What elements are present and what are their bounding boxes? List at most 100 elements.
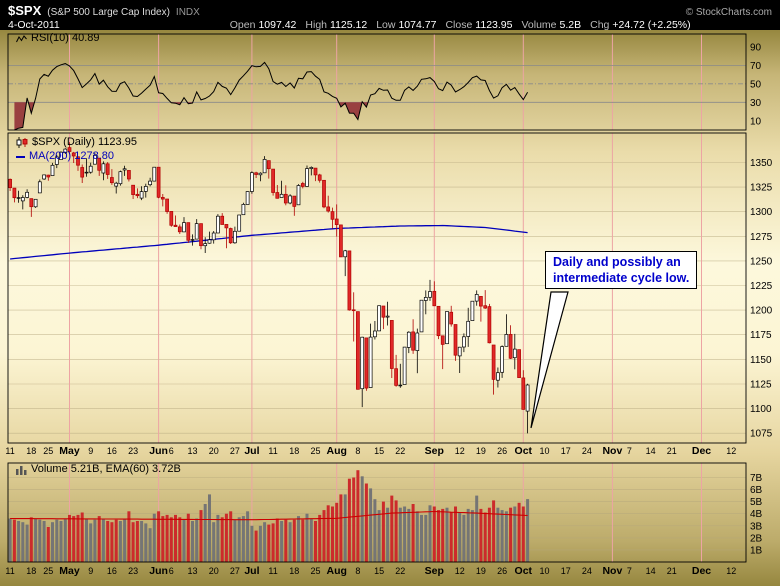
svg-text:Nov: Nov xyxy=(602,445,622,457)
svg-text:1350: 1350 xyxy=(750,158,773,169)
price-label: $SPX (Daily) 1123.95 xyxy=(16,137,137,148)
svg-text:Aug: Aug xyxy=(326,565,346,577)
svg-text:1075: 1075 xyxy=(750,429,773,440)
svg-text:12: 12 xyxy=(455,446,465,456)
chart-canvas: 9070503010135013251300127512501225120011… xyxy=(5,33,773,577)
svg-text:16: 16 xyxy=(107,446,117,456)
svg-text:22: 22 xyxy=(395,446,405,456)
rsi-icon xyxy=(16,34,27,42)
svg-text:9: 9 xyxy=(88,446,93,456)
svg-text:90: 90 xyxy=(750,42,762,53)
svg-text:22: 22 xyxy=(395,566,405,576)
svg-text:1B: 1B xyxy=(750,545,763,556)
svg-text:21: 21 xyxy=(667,446,677,456)
svg-text:May: May xyxy=(59,445,80,457)
price-panel: 1350 1325 1300 1275 1250 1225 1200 1175 1150 1125… xyxy=(7,132,773,444)
svg-text:3B: 3B xyxy=(750,521,763,532)
rsi-panel: 90 70 50 30 10 xyxy=(7,33,762,131)
svg-text:20: 20 xyxy=(209,446,219,456)
svg-text:1300: 1300 xyxy=(750,207,773,218)
svg-text:25: 25 xyxy=(43,566,53,576)
svg-text:Dec: Dec xyxy=(692,565,711,577)
svg-text:17: 17 xyxy=(561,446,571,456)
svg-text:1250: 1250 xyxy=(750,256,773,267)
svg-text:6: 6 xyxy=(169,566,174,576)
svg-text:1125: 1125 xyxy=(750,379,772,390)
ma-line-swatch xyxy=(16,155,25,158)
svg-text:5B: 5B xyxy=(750,497,763,508)
annotation-callout: Daily and possibly an intermediate cycle… xyxy=(545,251,698,289)
svg-text:25: 25 xyxy=(310,446,320,456)
svg-text:7B: 7B xyxy=(750,473,763,484)
quote-open: Open 1097.42 xyxy=(229,19,297,31)
chart-date: 4-Oct-2011 xyxy=(8,19,60,31)
svg-text:11: 11 xyxy=(268,446,277,456)
rsi-label: RSI(10) 40.89 xyxy=(16,33,99,44)
volume-label-text: Volume 5.21B, EMA(60) 3.72B xyxy=(31,463,181,475)
svg-text:70: 70 xyxy=(750,61,762,72)
svg-text:1150: 1150 xyxy=(750,355,772,366)
annotation-arrow xyxy=(530,291,569,429)
svg-text:25: 25 xyxy=(310,566,320,576)
svg-text:26: 26 xyxy=(497,446,507,456)
svg-text:18: 18 xyxy=(289,566,299,576)
svg-text:1325: 1325 xyxy=(750,183,773,194)
rsi-label-text: RSI(10) 40.89 xyxy=(31,32,100,44)
exchange-label: INDX xyxy=(175,7,200,18)
svg-text:17: 17 xyxy=(561,566,571,576)
svg-text:18: 18 xyxy=(26,566,36,576)
chart-background xyxy=(0,30,780,586)
svg-text:7: 7 xyxy=(627,446,632,456)
svg-text:13: 13 xyxy=(187,446,197,456)
svg-text:6: 6 xyxy=(169,446,174,456)
svg-text:18: 18 xyxy=(26,446,36,456)
svg-text:6B: 6B xyxy=(750,485,763,496)
quote-chg: Chg +24.72 (+2.25%) xyxy=(590,19,691,31)
svg-text:1225: 1225 xyxy=(750,281,773,292)
svg-text:10: 10 xyxy=(539,446,549,456)
svg-text:12: 12 xyxy=(726,446,736,456)
svg-text:9: 9 xyxy=(88,566,93,576)
svg-text:Jul: Jul xyxy=(244,565,259,577)
svg-text:27: 27 xyxy=(230,566,240,576)
annotation-line2: intermediate cycle low. xyxy=(553,271,690,285)
svg-text:21: 21 xyxy=(667,566,677,576)
symbol: $SPX xyxy=(8,3,42,18)
svg-text:11: 11 xyxy=(5,446,14,456)
svg-text:24: 24 xyxy=(582,446,592,456)
svg-text:23: 23 xyxy=(128,446,138,456)
svg-text:Jul: Jul xyxy=(244,445,259,457)
annotation-line1: Daily and possibly an xyxy=(553,255,681,269)
svg-text:May: May xyxy=(59,565,80,577)
price-label-text: $SPX (Daily) 1123.95 xyxy=(32,136,137,148)
svg-text:4B: 4B xyxy=(750,509,763,520)
svg-text:13: 13 xyxy=(187,566,197,576)
svg-text:12: 12 xyxy=(455,566,465,576)
volume-label: Volume 5.21B, EMA(60) 3.72B xyxy=(16,464,181,475)
svg-text:10: 10 xyxy=(750,116,762,127)
svg-text:7: 7 xyxy=(627,566,632,576)
svg-text:Jun: Jun xyxy=(149,445,168,457)
svg-text:1100: 1100 xyxy=(750,404,772,415)
chart-header: $SPX (S&P 500 Large Cap Index) INDX © St… xyxy=(0,0,780,31)
svg-text:Nov: Nov xyxy=(602,565,622,577)
svg-text:Sep: Sep xyxy=(425,565,444,577)
svg-text:30: 30 xyxy=(750,98,762,109)
quote-high: High 1125.12 xyxy=(305,19,368,31)
svg-text:Dec: Dec xyxy=(692,445,711,457)
svg-text:1200: 1200 xyxy=(750,306,773,317)
svg-text:15: 15 xyxy=(374,446,384,456)
svg-text:14: 14 xyxy=(646,446,656,456)
ma200-label: MA(200) 1278.80 xyxy=(16,151,114,162)
candlestick-icon xyxy=(16,137,28,148)
svg-text:2B: 2B xyxy=(750,533,763,544)
quote-low: Low 1074.77 xyxy=(376,19,437,31)
svg-text:Oct: Oct xyxy=(515,445,533,457)
svg-text:10: 10 xyxy=(539,566,549,576)
copyright: © StockCharts.com xyxy=(685,7,772,18)
svg-text:25: 25 xyxy=(43,446,53,456)
svg-text:16: 16 xyxy=(107,566,117,576)
quote-volume: Volume 5.2B xyxy=(521,19,582,31)
svg-text:24: 24 xyxy=(582,566,592,576)
